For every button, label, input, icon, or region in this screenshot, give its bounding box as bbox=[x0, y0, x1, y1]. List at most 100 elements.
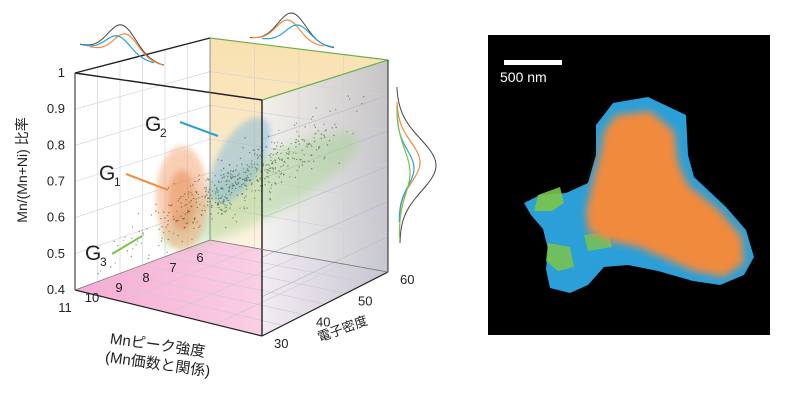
scatter-point bbox=[251, 190, 253, 192]
scatter-point bbox=[214, 175, 216, 177]
scatter-point bbox=[274, 148, 276, 150]
g2-cloud bbox=[209, 117, 271, 203]
scatter-point bbox=[269, 192, 271, 194]
scatter-point bbox=[302, 160, 304, 163]
scatter-point bbox=[218, 181, 221, 184]
scatter-point bbox=[271, 184, 273, 186]
scatter-point bbox=[189, 185, 192, 187]
box-edge bbox=[74, 72, 263, 101]
scatter-point bbox=[281, 142, 283, 144]
scatter-point bbox=[278, 157, 280, 159]
scatter-point bbox=[234, 182, 237, 184]
scatter-point bbox=[289, 176, 291, 178]
scatter-point bbox=[215, 189, 218, 191]
scatter-point bbox=[274, 168, 276, 170]
scatter-point bbox=[243, 178, 246, 180]
scatter-point bbox=[264, 169, 266, 171]
scatter-point bbox=[311, 145, 313, 148]
cluster-leader-line bbox=[111, 235, 143, 255]
scatter-point bbox=[233, 176, 235, 178]
scatter-point bbox=[308, 160, 310, 163]
scatter-point bbox=[295, 142, 297, 144]
scatter-point bbox=[270, 159, 272, 162]
scatter-point bbox=[267, 172, 269, 175]
scatter-point bbox=[201, 195, 203, 198]
scatter-point bbox=[181, 240, 183, 243]
scatter-point bbox=[235, 221, 238, 223]
scatter-point bbox=[244, 180, 246, 182]
scatter-point bbox=[207, 178, 209, 180]
scatter-point bbox=[208, 197, 210, 199]
scatter-point bbox=[255, 170, 258, 172]
particle-map bbox=[524, 97, 754, 293]
scatter-point bbox=[225, 209, 228, 212]
scatter-point bbox=[217, 191, 219, 194]
scatter-point bbox=[147, 257, 150, 260]
scatter-point bbox=[135, 244, 137, 246]
cluster-label: G bbox=[85, 242, 101, 265]
scatter-point bbox=[241, 193, 243, 195]
scatter-point bbox=[296, 131, 298, 133]
scatter-point bbox=[361, 103, 363, 105]
scatter-point bbox=[249, 152, 251, 154]
scatter-point bbox=[268, 167, 271, 170]
scatter-point bbox=[268, 170, 270, 172]
scatter-point bbox=[296, 169, 298, 172]
scatter-point bbox=[288, 153, 290, 155]
scatter-point bbox=[260, 185, 262, 187]
scatter-point bbox=[184, 227, 186, 229]
scatter-point bbox=[282, 145, 284, 147]
scatter-point bbox=[221, 209, 223, 212]
scatter-point bbox=[199, 203, 201, 206]
scatter-point bbox=[306, 145, 308, 147]
scatter-point bbox=[236, 194, 239, 196]
scatter-point bbox=[264, 184, 266, 186]
scatter-point bbox=[266, 168, 268, 171]
scatter-point bbox=[187, 196, 190, 198]
scatter-point bbox=[272, 171, 274, 173]
scatter-point bbox=[276, 151, 279, 154]
scatter-point bbox=[198, 226, 200, 228]
scatter-point bbox=[242, 147, 244, 149]
scatter-points bbox=[97, 95, 365, 275]
scatter-point bbox=[239, 157, 242, 160]
scatter-point bbox=[217, 190, 219, 192]
scatter-point bbox=[245, 195, 247, 197]
scatter-point bbox=[276, 145, 278, 147]
scatter-point bbox=[237, 183, 239, 185]
scatter-point bbox=[314, 126, 317, 128]
scatter-point bbox=[363, 96, 365, 98]
z-tick-label: 0.8 bbox=[47, 137, 65, 152]
scatter-point bbox=[280, 152, 282, 154]
scatter-point bbox=[231, 174, 233, 177]
marginal-curve bbox=[81, 35, 155, 64]
cluster-label: G bbox=[145, 113, 161, 136]
scatter-point bbox=[204, 196, 206, 199]
scatter-point bbox=[229, 185, 231, 187]
scatter-point bbox=[184, 204, 186, 207]
scatter-point bbox=[227, 171, 229, 173]
scatter-point bbox=[230, 173, 232, 175]
scatter-point bbox=[184, 193, 186, 195]
scatter-point bbox=[193, 227, 195, 229]
scatter-point bbox=[297, 140, 299, 142]
scatter-point bbox=[264, 178, 266, 180]
x-tick-label: 11 bbox=[58, 300, 72, 315]
scatter-point bbox=[180, 202, 182, 204]
z-axis-label: Mn/(Mn+Ni) 比率 bbox=[14, 117, 30, 222]
scatter-point bbox=[274, 182, 276, 184]
scatter-point bbox=[169, 205, 172, 207]
scatter-point bbox=[282, 164, 285, 166]
x-tick-label: 8 bbox=[142, 270, 149, 285]
scatter-point bbox=[220, 159, 223, 162]
scatter-point bbox=[356, 110, 358, 112]
floor-gridline bbox=[121, 247, 255, 302]
scatter-point bbox=[167, 214, 169, 217]
scatter-point bbox=[246, 207, 248, 209]
y-tick-label: 30 bbox=[274, 336, 288, 351]
scatter-point bbox=[232, 170, 235, 172]
scatter-point bbox=[271, 167, 274, 169]
scatter-point bbox=[200, 214, 202, 216]
scatter-point bbox=[211, 218, 213, 220]
scatter-point bbox=[352, 132, 354, 135]
